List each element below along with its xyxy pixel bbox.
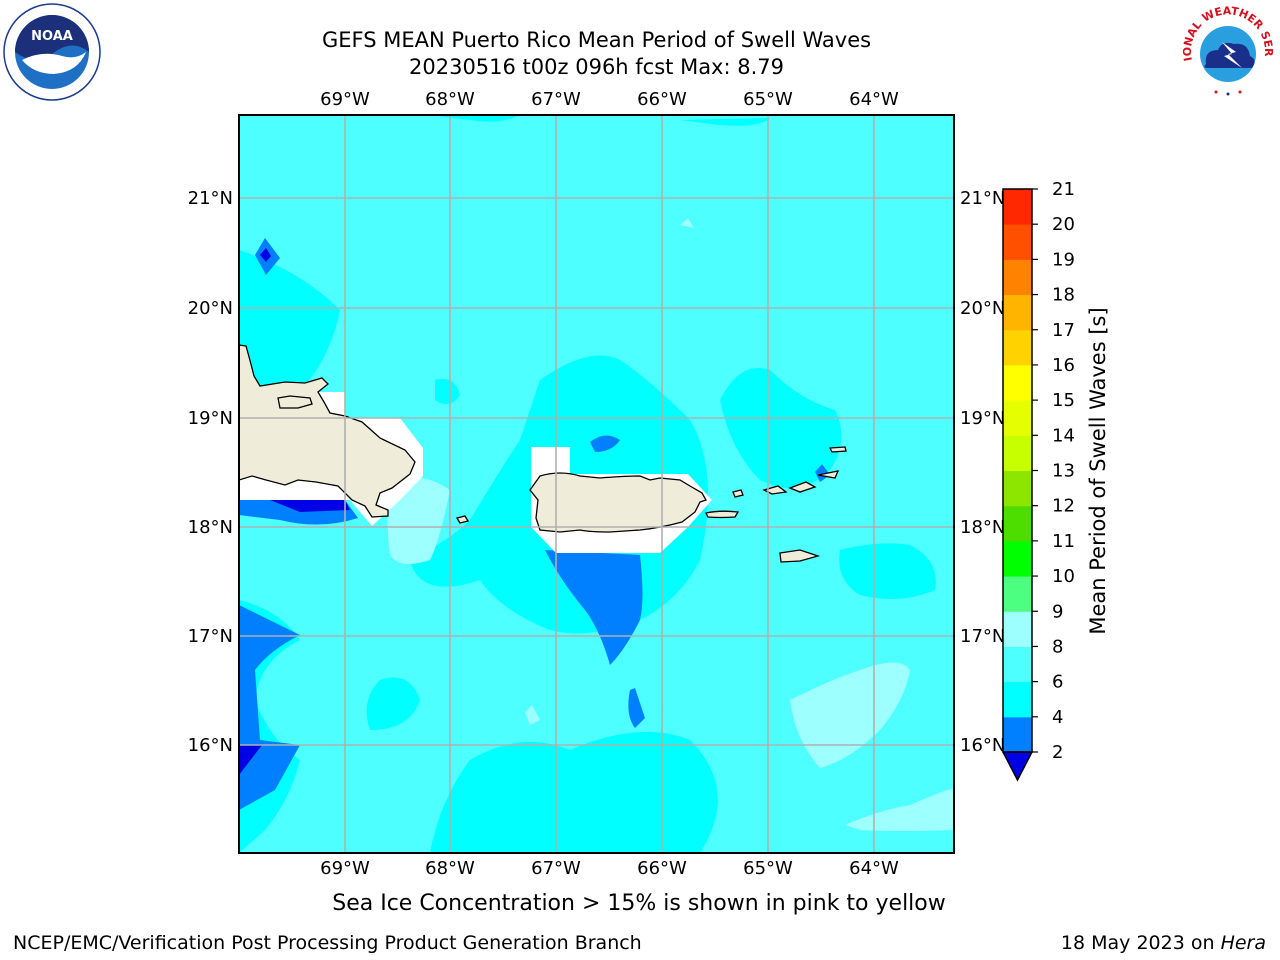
lat-label-left: 18°N [188, 517, 233, 538]
lon-label-top: 66°W [637, 89, 687, 110]
colorbar-swatch [1003, 435, 1032, 471]
lat-label-right: 18°N [960, 517, 1005, 538]
lat-label-right: 16°N [960, 735, 1005, 756]
colorbar-swatch [1003, 505, 1032, 542]
colorbar-swatch [1003, 259, 1032, 296]
colorbar-tick-label: 15 [1052, 390, 1075, 411]
lat-label-left: 21°N [188, 188, 233, 209]
mona-island [455, 515, 470, 524]
swell-6-8s-regions [387, 218, 954, 831]
st-croix-island [779, 549, 821, 563]
swell-under-2s-regions [239, 248, 350, 775]
colorbar-tick-label: 21 [1052, 179, 1075, 200]
colorbar-tick-label: 9 [1052, 601, 1063, 622]
vieques-island [705, 510, 740, 519]
lon-label-top: 68°W [425, 89, 475, 110]
colorbar-swatch [1003, 400, 1032, 436]
noaa-logo-text: NOAA [31, 29, 73, 44]
colorbar-tick-label: 18 [1052, 285, 1075, 306]
colorbar: 2 4 6 8 9 10 11 12 13 14 15 16 17 18 19 20 21 [1001, 179, 1075, 782]
colorbar-tick-label: 8 [1052, 636, 1063, 657]
colorbar-swatch [1003, 294, 1032, 331]
colorbar-tick-label: 14 [1052, 425, 1075, 446]
colorbar-swatch [1003, 470, 1032, 507]
colorbar-swatch [1003, 681, 1032, 718]
lat-label-right: 19°N [960, 408, 1005, 429]
map-gridlines [239, 115, 954, 853]
sea-ice-caption: Sea Ice Concentration > 15% is shown in … [332, 891, 946, 916]
map-frame [238, 114, 955, 854]
colorbar-tick-label: 19 [1052, 249, 1075, 270]
chart-title: GEFS MEAN Puerto Rico Mean Period of Swe… [321, 28, 872, 52]
colorbar-swatch [1003, 224, 1032, 260]
lat-label-left: 17°N [188, 626, 233, 647]
lon-label-bottom: 69°W [320, 858, 370, 879]
footer-branch: NCEP/EMC/Verification Post Processing Pr… [13, 932, 642, 954]
chart-subtitle: 20230516 t00z 096h fcst Max: 8.79 [409, 55, 784, 79]
lat-label-left: 20°N [188, 298, 233, 319]
colorbar-tick-label: 4 [1052, 707, 1063, 728]
lat-label-right: 20°N [960, 298, 1005, 319]
lon-label-bottom: 66°W [637, 858, 687, 879]
culebra-island [732, 489, 744, 498]
lon-label-top: 69°W [320, 89, 370, 110]
lon-label-bottom: 64°W [849, 858, 899, 879]
lat-label-right: 17°N [960, 626, 1005, 647]
footer-machine: Hera [1220, 932, 1266, 954]
tortuga-island [277, 395, 313, 409]
colorbar-swatch [1003, 646, 1032, 683]
lat-label-left: 19°N [188, 408, 233, 429]
colorbar-tick-label: 16 [1052, 355, 1075, 376]
footer-date: 18 May 2023 on Hera [1061, 932, 1266, 954]
lon-label-top: 65°W [743, 89, 793, 110]
colorbar-swatch [1003, 540, 1032, 577]
lat-label-right: 21°N [960, 188, 1005, 209]
colorbar-swatch [1003, 329, 1032, 366]
virgin-islands-1 [762, 485, 788, 495]
colorbar-swatch [1003, 364, 1032, 401]
virgin-islands-2 [788, 481, 817, 493]
colorbar-tick-label: 13 [1052, 461, 1075, 482]
colorbar-tick-label: 12 [1052, 496, 1075, 517]
anegada-island [828, 446, 847, 453]
lon-label-top: 64°W [849, 89, 899, 110]
colorbar-label: Mean Period of Swell Waves [s] [1086, 307, 1110, 634]
colorbar-swatch [1003, 716, 1032, 753]
colorbar-tick-label: 6 [1052, 672, 1063, 693]
lat-label-left: 16°N [188, 735, 233, 756]
colorbar-tick-label: 20 [1052, 214, 1075, 235]
lon-label-bottom: 67°W [531, 858, 581, 879]
colorbar-under-triangle [1001, 751, 1034, 782]
footer-date-text: 18 May 2023 on [1060, 932, 1221, 954]
colorbar-swatch [1003, 189, 1032, 225]
colorbar-tick-label: 10 [1052, 566, 1075, 587]
map-area [239, 115, 954, 853]
nws-logo: NATIONAL WEATHER SERVICE [1178, 2, 1275, 99]
colorbar-swatch [1003, 576, 1032, 612]
colorbar-tick-label: 11 [1052, 531, 1075, 552]
lon-label-bottom: 65°W [743, 858, 793, 879]
virgin-islands-3 [817, 470, 840, 479]
colorbar-swatch [1003, 611, 1032, 647]
lon-label-top: 67°W [531, 89, 581, 110]
lon-label-bottom: 68°W [425, 858, 475, 879]
colorbar-tick-label: 17 [1052, 320, 1075, 341]
colorbar-tick-label: 2 [1052, 742, 1063, 763]
noaa-logo: NOAA [3, 3, 101, 101]
hispaniola-land [239, 344, 416, 518]
